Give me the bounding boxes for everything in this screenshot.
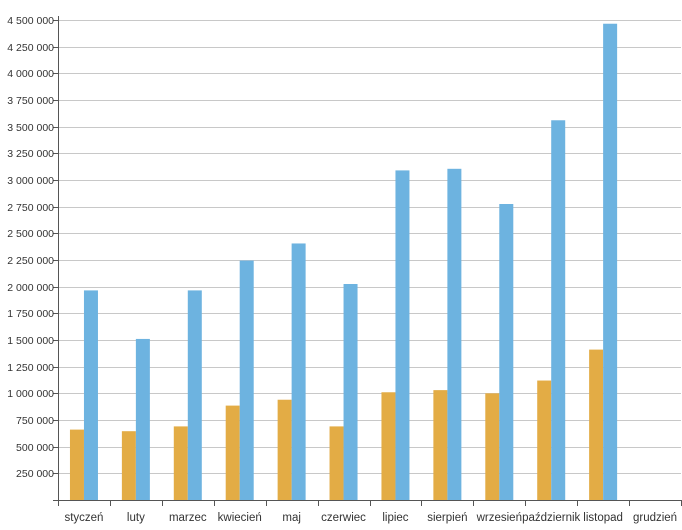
x-tick-label: sierpień — [427, 512, 467, 524]
gridlines — [58, 20, 681, 474]
y-tick-label: 1 500 000 — [7, 335, 54, 347]
x-tick-label: luty — [127, 512, 145, 524]
bar — [83, 290, 98, 500]
y-tick-label: 1 750 000 — [7, 308, 54, 320]
y-tick-label: 500 000 — [16, 442, 54, 454]
x-axis: styczeń luty marzec kwiecień maj czerwiec lipi… — [58, 500, 682, 524]
bar — [589, 349, 604, 500]
x-tick-label: marzec — [169, 512, 207, 524]
bar — [69, 429, 84, 500]
y-tick-label: 3 750 000 — [7, 95, 54, 107]
bar — [187, 290, 202, 500]
bar — [343, 284, 358, 500]
y-tick-label: 2 250 000 — [7, 255, 54, 267]
x-tick-label: listopad — [583, 512, 623, 524]
x-tick-label: lipiec — [382, 512, 408, 524]
y-tick-label: 2 750 000 — [7, 202, 54, 214]
bar — [395, 170, 410, 500]
y-tick-label: 1 000 000 — [7, 388, 54, 400]
bar — [173, 426, 188, 500]
bar — [239, 260, 254, 500]
y-tick-label: 1 250 000 — [7, 362, 54, 374]
y-tick-label: 3 250 000 — [7, 148, 54, 160]
x-tick-label: kwiecień — [218, 512, 262, 524]
y-tick-label: 3 500 000 — [7, 122, 54, 134]
bars — [69, 23, 618, 501]
x-tick-label: maj — [282, 512, 301, 524]
y-tick-label: 4 000 000 — [7, 68, 54, 80]
y-tick-label: 250 000 — [16, 468, 54, 480]
bar — [485, 393, 500, 500]
x-tick-label: wrzesień — [476, 512, 522, 524]
bar — [537, 380, 552, 500]
y-axis: 250 000 500 000 750 000 1 000 000 1 250 000 1… — [7, 15, 59, 501]
bar — [121, 431, 136, 500]
bar — [433, 390, 448, 500]
bar — [447, 168, 462, 501]
y-tick-label: 2 000 000 — [7, 282, 54, 294]
x-tick-label: czerwiec — [321, 512, 366, 524]
y-tick-label: 4 500 000 — [7, 15, 54, 27]
y-tick-label: 3 000 000 — [7, 175, 54, 187]
x-tick-label: styczeń — [64, 512, 103, 524]
bar — [329, 426, 344, 500]
x-tick-label: październik — [522, 512, 580, 524]
x-tick-label: grudzień — [633, 512, 677, 524]
bar — [499, 204, 514, 500]
bar — [603, 23, 618, 500]
bar — [551, 120, 566, 501]
bar — [381, 392, 396, 500]
bar — [225, 405, 240, 500]
y-tick-label: 2 500 000 — [7, 228, 54, 240]
bar — [277, 399, 292, 500]
bar — [291, 243, 306, 500]
bar — [135, 338, 150, 500]
y-tick-label: 750 000 — [16, 415, 54, 427]
y-tick-label: 4 250 000 — [7, 42, 54, 54]
